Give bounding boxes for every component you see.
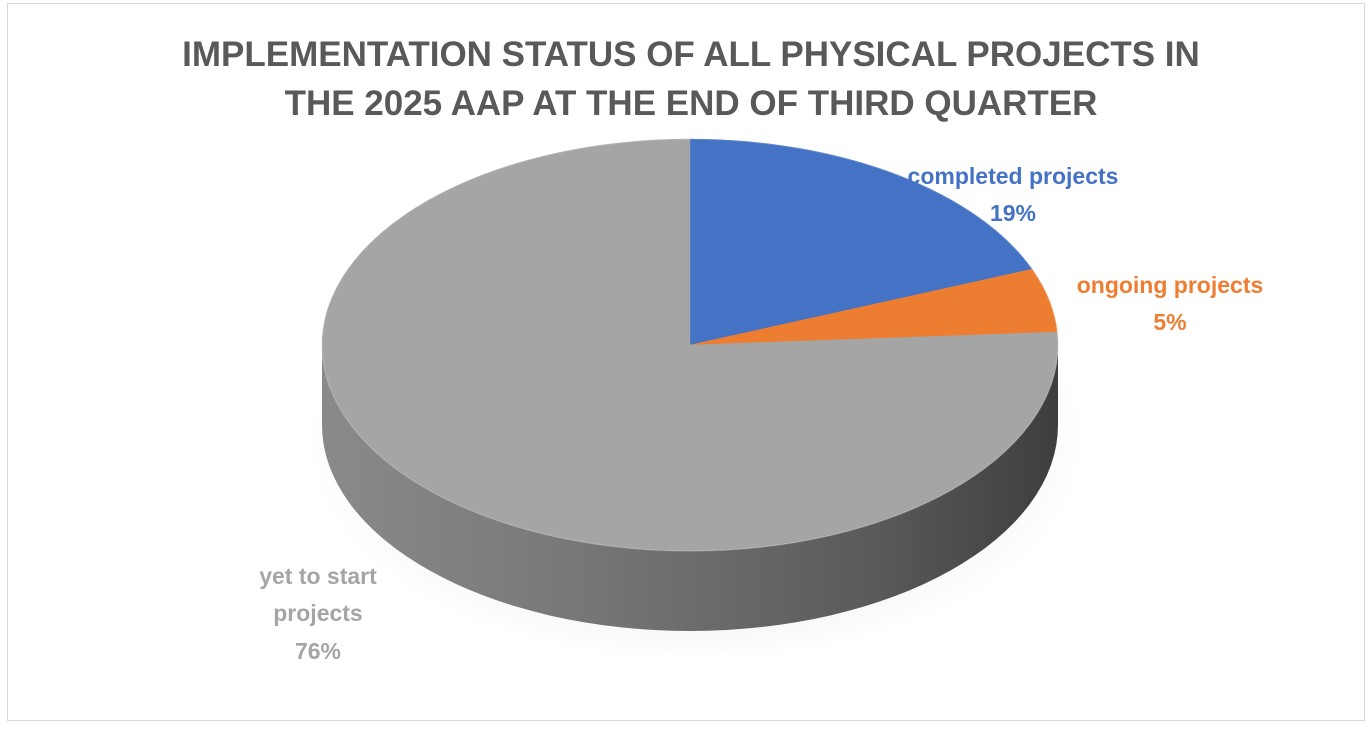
pie-slices [321,138,1059,552]
data-label-value: 76% [295,638,341,664]
chart-title-line-2: THE 2025 AAP AT THE END OF THIRD QUARTER [284,84,1098,123]
data-label-completed-projects: completed projects 19% [908,163,1119,226]
data-label-ongoing-projects: ongoing projects 5% [1077,272,1264,335]
pie-slice-completed-projects [689,138,1033,346]
data-label-name: ongoing projects [1077,272,1264,298]
chart-title: IMPLEMENTATION STATUS OF ALL PHYSICAL PR… [0,30,1372,128]
data-label-name: yet to start [259,563,377,589]
data-label-name: completed projects [908,163,1119,189]
pie-slice-yet-to-start-projects [321,138,1059,552]
pie-side [322,345,1058,631]
data-label-value: 5% [1153,309,1186,335]
data-label-name: projects [273,600,362,626]
pie-rim [321,138,1059,552]
data-label-yet-to-start-projects: yet to start projects 76% [259,563,377,664]
data-labels: completed projects 19% ongoing projects 5% y… [259,163,1263,664]
chart-title-line-1: IMPLEMENTATION STATUS OF ALL PHYSICAL PR… [182,35,1200,74]
data-label-value: 19% [990,200,1036,226]
pie-side-wall [322,345,1058,631]
